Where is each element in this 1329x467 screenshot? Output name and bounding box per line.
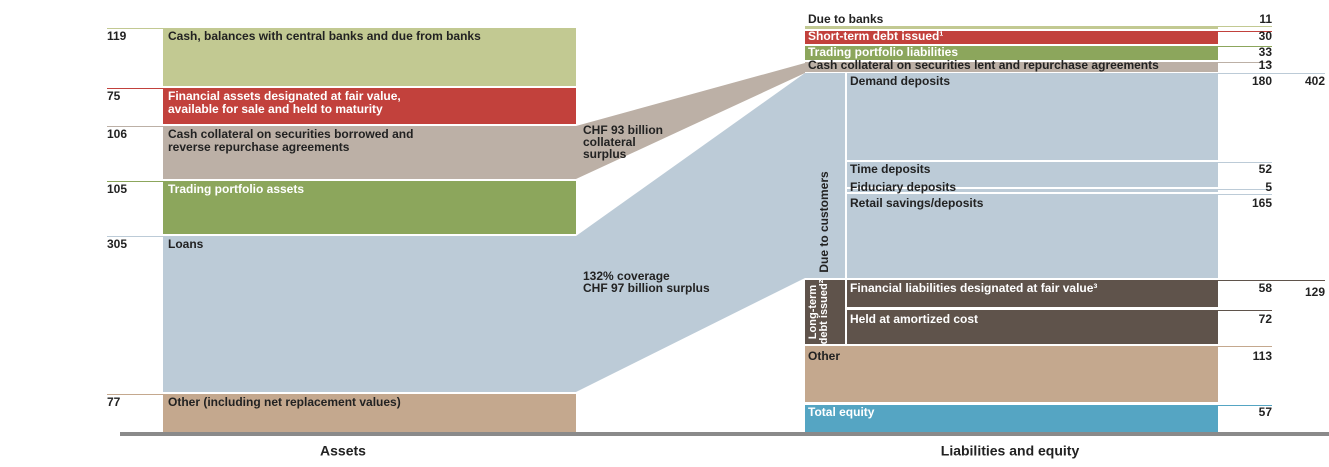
asset-label: Financial assets designated at fair valu… — [168, 89, 401, 103]
group-label: Due to customers — [817, 171, 831, 273]
asset-value: 305 — [107, 237, 127, 251]
asset-label: Trading portfolio assets — [168, 182, 304, 196]
group-total: 402 — [1305, 74, 1325, 88]
liability-value: 5 — [1265, 180, 1272, 194]
liability-box — [847, 162, 1218, 187]
liability-box — [805, 405, 1218, 432]
asset-box — [163, 394, 576, 432]
liabilities-title: Liabilities and equity — [941, 443, 1080, 459]
loans-connector — [576, 73, 805, 392]
asset-label: reverse repurchase agreements — [168, 140, 350, 154]
liability-value: 113 — [1253, 349, 1273, 363]
liability-box — [805, 31, 1218, 44]
liability-label: Trading portfolio liabilities — [808, 45, 958, 59]
group-label: Long-term — [807, 285, 819, 340]
liability-label: Total equity — [808, 405, 875, 419]
liability-value: 57 — [1259, 405, 1273, 419]
asset-box — [163, 181, 576, 234]
liability-box — [847, 73, 1218, 160]
liability-value: 58 — [1259, 281, 1273, 295]
liability-label: Cash collateral on securities lent and r… — [808, 58, 1159, 72]
group-label: debt issued² — [818, 279, 830, 344]
baseline — [120, 432, 1329, 436]
annotation: surplus — [583, 147, 627, 161]
asset-value: 119 — [107, 29, 127, 43]
liability-box — [805, 346, 1218, 402]
asset-value: 106 — [107, 127, 127, 141]
liability-value: 30 — [1259, 29, 1273, 43]
liability-box — [847, 280, 1218, 307]
collateral-connector — [576, 63, 805, 179]
liability-label: Fiduciary deposits — [850, 180, 956, 194]
liability-label: Financial liabilities designated at fair… — [850, 281, 1097, 295]
liability-label: Retail savings/deposits — [850, 196, 984, 210]
liability-label: Time deposits — [850, 162, 931, 176]
asset-box — [163, 88, 576, 124]
liability-box — [805, 26, 1218, 29]
asset-box — [163, 28, 576, 86]
liability-value: 13 — [1259, 58, 1273, 72]
liability-label: Demand deposits — [850, 74, 950, 88]
asset-value: 75 — [107, 89, 121, 103]
asset-label: Other (including net replacement values) — [168, 395, 401, 409]
asset-box — [163, 236, 576, 392]
group-box — [805, 280, 845, 344]
liability-label: Short-term debt issued¹ — [808, 29, 943, 43]
liability-label: Other — [808, 349, 840, 363]
liability-label: Due to banks — [808, 12, 884, 26]
annotation: CHF 93 billion — [583, 123, 663, 137]
asset-box — [163, 126, 576, 179]
liability-value: 180 — [1252, 74, 1272, 88]
asset-value: 105 — [107, 182, 127, 196]
annotation: collateral — [583, 135, 636, 149]
annotation: 132% coverage — [583, 269, 670, 283]
liability-box — [847, 310, 1218, 344]
liability-value: 165 — [1252, 196, 1272, 210]
group-total: 129 — [1305, 285, 1325, 299]
liability-box — [805, 62, 1218, 72]
liability-box — [847, 189, 1218, 192]
liability-box — [805, 46, 1218, 60]
assets-title: Assets — [320, 443, 366, 459]
asset-label: Cash collateral on securities borrowed a… — [168, 127, 413, 141]
asset-value: 77 — [107, 395, 121, 409]
liability-label: Held at amortized cost — [850, 312, 978, 326]
asset-label: Loans — [168, 237, 204, 251]
liability-value: 72 — [1259, 312, 1273, 326]
asset-label: available for sale and held to maturity — [168, 102, 383, 116]
liability-value: 33 — [1259, 45, 1273, 59]
group-box — [805, 73, 845, 278]
liability-value: 11 — [1259, 12, 1272, 26]
liability-box — [847, 194, 1218, 278]
liability-value: 52 — [1259, 162, 1273, 176]
asset-label: Cash, balances with central banks and du… — [168, 29, 481, 43]
annotation: CHF 97 billion surplus — [583, 281, 710, 295]
